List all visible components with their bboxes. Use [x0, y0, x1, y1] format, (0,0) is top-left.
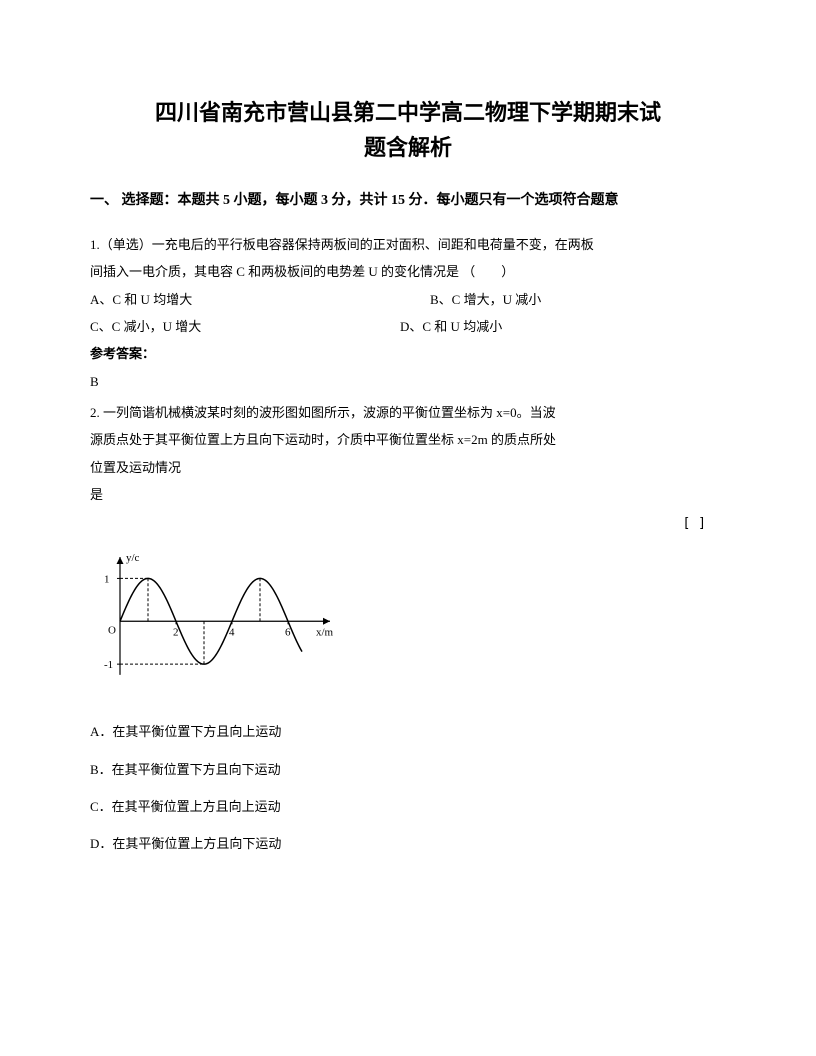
svg-text:1: 1: [104, 574, 110, 586]
wave-svg: y/cx/mO-11246: [90, 545, 340, 695]
q2-option-d: D．在其平衡位置上方且向下运动: [90, 832, 726, 855]
svg-text:x/m: x/m: [316, 626, 334, 638]
q1-answer: B: [90, 368, 726, 395]
svg-text:O: O: [108, 624, 116, 636]
q1-option-a: A、C 和 U 均增大: [90, 286, 430, 313]
question-2: 2. 一列简谐机械横波某时刻的波形图如图所示，波源的平衡位置坐标为 x=0。当波…: [90, 399, 726, 508]
q1-answer-label: 参考答案：: [90, 340, 726, 367]
q1-option-c: C、C 减小，U 增大: [90, 313, 430, 340]
svg-text:-1: -1: [104, 659, 113, 671]
q1-line1: 1.（单选）一充电后的平行板电容器保持两板间的正对面积、间距和电荷量不变，在两板: [90, 231, 726, 258]
q1-options-row1: A、C 和 U 均增大 B、C 增大，U 减小: [90, 286, 726, 313]
q2-line3: 位置及运动情况: [90, 454, 726, 481]
q2-option-b: B．在其平衡位置下方且向下运动: [90, 758, 726, 781]
q2-line4: 是: [90, 481, 726, 508]
q2-option-c: C．在其平衡位置上方且向上运动: [90, 795, 726, 818]
q2-line1: 2. 一列简谐机械横波某时刻的波形图如图所示，波源的平衡位置坐标为 x=0。当波: [90, 399, 726, 426]
question-1: 1.（单选）一充电后的平行板电容器保持两板间的正对面积、间距和电荷量不变，在两板…: [90, 231, 726, 286]
title-line1: 四川省南充市营山县第二中学高二物理下学期期末试: [90, 95, 726, 130]
q2-option-a: A．在其平衡位置下方且向上运动: [90, 720, 726, 743]
q1-line2: 间插入一电介质，其电容 C 和两极板间的电势差 U 的变化情况是 （ ）: [90, 258, 726, 285]
q2-bracket: [ ]: [90, 516, 726, 531]
document-title: 四川省南充市营山县第二中学高二物理下学期期末试 题含解析: [90, 95, 726, 165]
section-header: 一、 选择题：本题共 5 小题，每小题 3 分，共计 15 分．每小题只有一个选…: [90, 189, 726, 213]
svg-text:2: 2: [173, 626, 179, 638]
svg-text:y/c: y/c: [126, 552, 140, 564]
q1-options-row2: C、C 减小，U 增大 D、C 和 U 均减小: [90, 313, 726, 340]
q1-option-d: D、C 和 U 均减小: [400, 313, 726, 340]
wave-chart: y/cx/mO-11246: [90, 545, 726, 700]
q1-option-b: B、C 增大，U 减小: [430, 286, 726, 313]
q2-line2: 源质点处于其平衡位置上方且向下运动时，介质中平衡位置坐标 x=2m 的质点所处: [90, 426, 726, 453]
title-line2: 题含解析: [90, 130, 726, 165]
